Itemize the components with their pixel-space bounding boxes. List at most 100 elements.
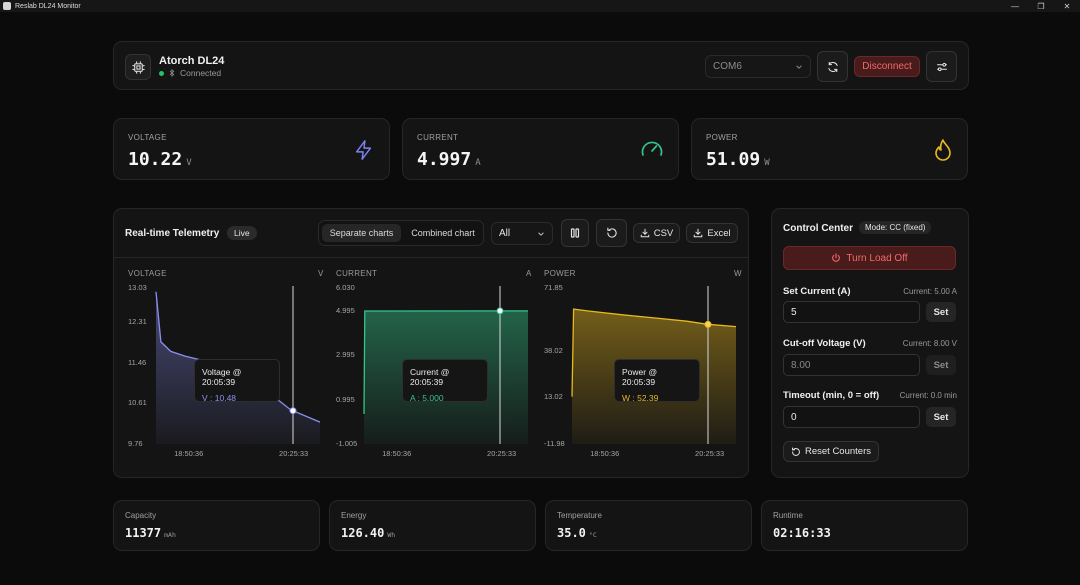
control-center-title: Control Center (783, 223, 853, 234)
cutoff-voltage-set-button[interactable]: Set (926, 355, 956, 375)
voltage-y-tick: 10.61 (128, 398, 147, 408)
timeout-set-button[interactable]: Set (926, 407, 956, 427)
chart-view-toggle: Separate charts Combined chart (318, 220, 484, 246)
mode-badge: Mode: CC (fixed) (859, 221, 932, 234)
download-icon (694, 228, 703, 238)
power-value: 51.09 (706, 149, 761, 170)
voltage-card: VOLTAGE 10.22 V (113, 118, 390, 180)
connection-status: Connected (159, 68, 221, 78)
energy-value: 126.40 (341, 526, 385, 540)
set-current-button[interactable]: Set (926, 302, 956, 322)
voltage-tooltip: Voltage @ 20:05:39 V : 10.48 (194, 359, 280, 403)
temperature-value-row: 35.0 °C (557, 526, 597, 540)
app-icon (3, 2, 11, 10)
current-label: CURRENT (417, 133, 459, 142)
live-badge: Live (227, 226, 257, 240)
energy-value-row: 126.40 Wh (341, 526, 395, 540)
power-y-tick: 71.85 (544, 283, 563, 292)
window-title: Reslab DL24 Monitor (15, 2, 81, 10)
voltage-chart-unit: V (318, 269, 324, 278)
refresh-ports-button[interactable] (817, 51, 848, 82)
range-select[interactable]: All (491, 222, 553, 245)
voltage-y-tick: 12.31 (128, 317, 147, 327)
rotate-ccw-icon (792, 446, 800, 456)
chevron-down-icon (538, 231, 544, 236)
power-y-tick: -11.98 (544, 439, 565, 448)
current-tooltip: Current @ 20:05:39 A : 5.000 (402, 359, 488, 403)
voltage-x-tick: 18:50:36 (174, 449, 204, 458)
cutoff-voltage-readout: Current: 8.00 V (902, 339, 957, 348)
cutoff-voltage-input[interactable]: 8.00 (783, 354, 920, 376)
power-x-tick: 20:25:33 (695, 449, 725, 458)
power-tooltip-title: Power @ 20:05:39 (622, 367, 658, 387)
cutoff-voltage-label: Cut-off Voltage (V) (783, 338, 866, 349)
current-card: CURRENT 4.997 A (402, 118, 679, 180)
current-x-tick: 20:25:33 (487, 449, 517, 458)
voltage-area (156, 291, 320, 444)
current-tooltip-title: Current @ 20:05:39 (410, 367, 450, 387)
power-tooltip-value: W : 52.39 (622, 393, 659, 403)
port-select[interactable]: COM6 (705, 55, 811, 78)
disconnect-button[interactable]: Disconnect (854, 56, 920, 77)
current-y-tick: 6.030 (336, 283, 355, 292)
status-dot-icon (159, 70, 164, 76)
rotate-ccw-icon (606, 227, 617, 238)
current-y-tick: 4.995 (336, 305, 355, 315)
download-icon (640, 228, 649, 238)
status-text: Connected (180, 68, 222, 78)
power-unit: W (764, 158, 770, 168)
tab-combined-chart[interactable]: Combined chart (411, 228, 475, 238)
temperature-card: Temperature 35.0 °C (545, 500, 752, 551)
reset-counters-button[interactable]: Reset Counters (783, 441, 879, 462)
current-unit: A (475, 158, 481, 168)
range-value: All (499, 228, 511, 239)
temperature-value: 35.0 (557, 526, 586, 540)
export-csv-button[interactable]: CSV (633, 223, 680, 243)
runtime-card: Runtime 02:16:33 (761, 500, 968, 551)
power-cursor-point (704, 320, 712, 328)
control-center-panel: Control Center Mode: CC (fixed) Turn Loa… (771, 208, 969, 478)
close-button[interactable]: ✕ (1063, 1, 1071, 11)
export-excel-button[interactable]: Excel (686, 223, 738, 243)
telemetry-panel: Real-time Telemetry Live Separate charts… (113, 208, 749, 478)
bluetooth-icon (169, 69, 175, 77)
power-card: POWER 51.09 W (691, 118, 968, 180)
power-y-tick: 13.02 (544, 392, 563, 402)
chip-icon (125, 54, 151, 80)
turn-load-off-button[interactable]: Turn Load Off (783, 246, 956, 270)
current-value-row: 4.997 A (417, 149, 481, 170)
current-series-line (363, 310, 529, 415)
tab-separate-charts[interactable]: Separate charts (322, 224, 401, 242)
set-current-readout: Current: 5.00 A (903, 287, 957, 296)
turn-load-off-label: Turn Load Off (846, 252, 908, 264)
current-y-tick: -1.005 (336, 439, 358, 448)
gauge-icon (641, 141, 663, 156)
current-y-tick: 0.995 (336, 394, 355, 404)
energy-unit: Wh (387, 531, 396, 539)
pause-button[interactable] (561, 219, 589, 247)
current-value: 4.997 (417, 149, 472, 170)
temperature-unit: °C (588, 531, 597, 539)
maximize-button[interactable]: ❐ (1037, 1, 1045, 11)
settings-button[interactable] (926, 51, 957, 82)
voltage-tooltip-title: Voltage @ 20:05:39 (202, 367, 242, 387)
power-icon (832, 253, 841, 262)
power-chart-unit: W (734, 269, 742, 278)
device-name: Atorch DL24 (159, 55, 225, 67)
voltage-unit: V (186, 158, 192, 168)
reset-chart-button[interactable] (596, 219, 627, 247)
device-header: Atorch DL24 Connected COM6 Disconnect (113, 41, 969, 90)
energy-card: Energy 126.40 Wh (329, 500, 536, 551)
timeout-input[interactable]: 0 (783, 406, 920, 428)
temperature-label: Temperature (557, 511, 602, 520)
set-current-input[interactable]: 5 (783, 301, 920, 323)
voltage-chart-title: VOLTAGE (128, 269, 167, 278)
power-label: POWER (706, 133, 738, 142)
power-y-tick: 38.02 (544, 345, 563, 355)
power-value-row: 51.09 W (706, 149, 770, 170)
chevron-down-icon (796, 64, 802, 69)
minimize-button[interactable]: — (1011, 1, 1019, 11)
pause-icon (570, 228, 580, 238)
set-current-label: Set Current (A) (783, 286, 851, 297)
voltage-y-tick: 13.03 (128, 283, 147, 292)
